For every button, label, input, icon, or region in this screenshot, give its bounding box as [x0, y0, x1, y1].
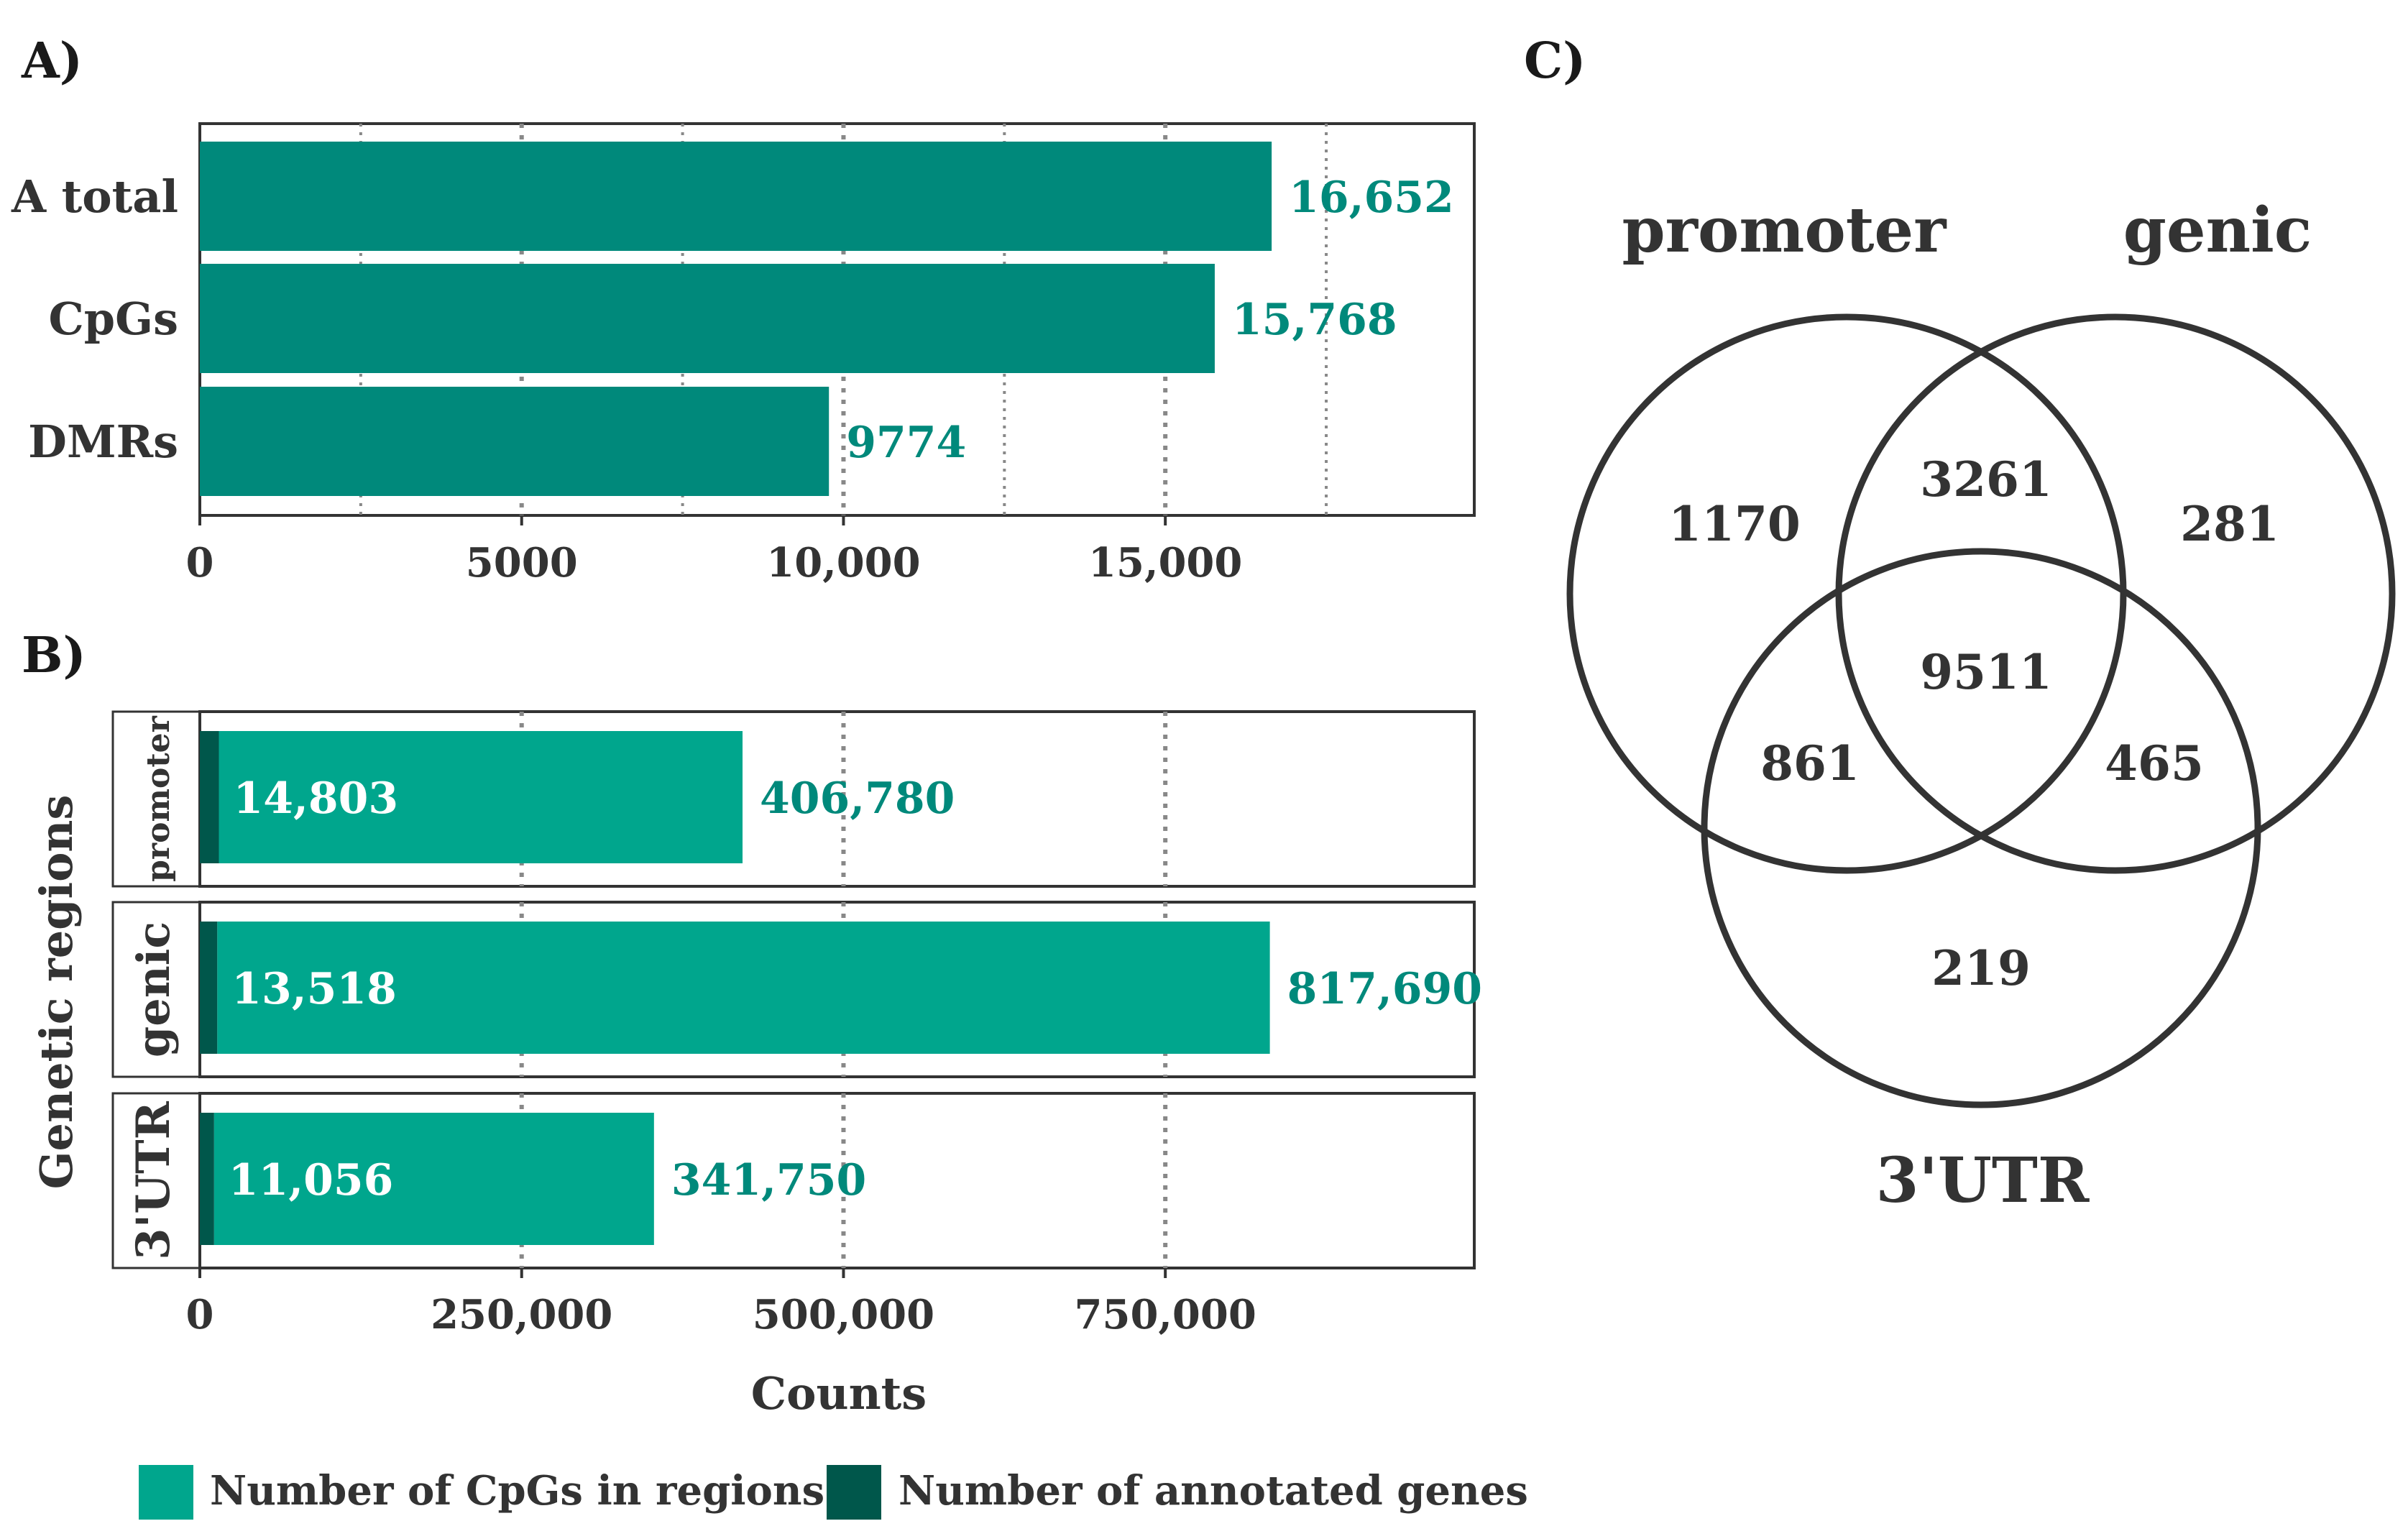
- panel-b-facet-label: 3'UTR: [127, 1101, 180, 1260]
- panel-a-value-label: 16,652: [1289, 173, 1454, 223]
- panel-a-category-label: A total: [11, 170, 178, 223]
- panel-b-letter: B): [22, 627, 86, 684]
- panel-c-venn-diagram: promoter genic 3'UTR 1170 281 219 3261 8…: [1566, 194, 2396, 1217]
- panel-b-facet-strip: [111, 710, 201, 888]
- panel-a-bar-chart: 16,652 15,768 9774 A total CpGs DMRs 0 5000 10…: [11, 122, 1476, 587]
- panel-b-genes-value-label: 14,803: [234, 773, 399, 824]
- venn-count-promoter-genic: 3261: [1920, 451, 2052, 507]
- venn-set-label-genic: genic: [2123, 194, 2312, 267]
- panel-b-facet-utr: 3'UTR 11,056 341,750: [111, 1092, 1476, 1269]
- panel-b-bar-cpgs: [217, 922, 1270, 1054]
- panel-b-facet-strip: [111, 1092, 201, 1269]
- panel-b-cpgs-value-label: 817,690: [1287, 964, 1482, 1014]
- panel-a-x-axis: 0 5000 10,000 15,000: [186, 515, 1242, 587]
- panel-b-genes-value-label: 13,518: [231, 964, 397, 1014]
- panel-b-y-axis-title: Genetic regions: [30, 795, 83, 1190]
- venn-count-all-three: 9511: [1920, 644, 2052, 700]
- venn-count-promoter-3utr: 861: [1760, 735, 1860, 791]
- panel-a-category-label: CpGs: [48, 293, 178, 345]
- panel-a-bar: [200, 387, 830, 496]
- panel-c-letter: C): [1524, 32, 1586, 90]
- panel-b-tick-label: 0: [186, 1291, 214, 1338]
- panel-b-x-axis: 0 250,000 500,000 750,000: [186, 1268, 1256, 1338]
- panel-b-tick-label: 250,000: [431, 1291, 612, 1338]
- panel-a-tick-label: 15,000: [1088, 539, 1242, 587]
- panel-b-tick-label: 750,000: [1075, 1291, 1256, 1338]
- legend: Number of CpGs in regions Number of anno…: [139, 1465, 1528, 1520]
- panel-b-cpgs-value-label: 341,750: [671, 1155, 866, 1205]
- venn-set-label-promoter: promoter: [1622, 194, 1948, 267]
- panel-a-category-label: DMRs: [28, 415, 178, 468]
- panel-b-tick-label: 500,000: [753, 1291, 934, 1338]
- panel-b-x-axis-title: Counts: [751, 1367, 927, 1420]
- venn-circle-3utr: [1701, 548, 2261, 1108]
- panel-a-value-label: 15,768: [1232, 295, 1397, 345]
- legend-label-cpgs: Number of CpGs in regions: [210, 1467, 824, 1515]
- panel-b-facet-genic: genic 13,518 817,690: [111, 901, 1482, 1078]
- panel-b-bar-genes: [200, 731, 219, 863]
- panel-b-cpgs-value-label: 406,780: [760, 773, 955, 824]
- panel-b-facet-promoter: promoter 14,803 406,780: [111, 710, 1476, 888]
- panel-a-bar: [200, 142, 1272, 251]
- venn-count-genic-3utr: 465: [2105, 735, 2204, 791]
- panel-b-bar-cpgs: [219, 731, 743, 863]
- venn-count-genic-only: 281: [2180, 496, 2279, 552]
- panel-b-facet-label: genic: [127, 922, 180, 1057]
- panel-a-tick-label: 10,000: [766, 539, 920, 587]
- panel-a-tick-label: 5000: [466, 539, 578, 587]
- legend-swatch-cpgs: [139, 1465, 193, 1520]
- panel-a-letter: A): [21, 32, 83, 90]
- panel-b-facet-label: promoter: [140, 715, 177, 882]
- panel-a-value-label: 9774: [846, 418, 966, 468]
- panel-b-facets: promoter 14,803 406,780 genic 13,518 817,690 3…: [111, 710, 1482, 1269]
- venn-count-3utr-only: 219: [1931, 940, 2031, 996]
- panel-a-bar: [200, 264, 1215, 373]
- legend-swatch-genes: [827, 1465, 881, 1520]
- panel-b-genes-value-label: 11,056: [229, 1155, 394, 1205]
- venn-count-promoter-only: 1170: [1668, 496, 1801, 552]
- panel-b-stacked-bar-chart: promoter 14,803 406,780 genic 13,518 817,690 3…: [30, 710, 1528, 1520]
- panel-b-bar-genes: [200, 1113, 214, 1245]
- panel-b-bar-cpgs: [213, 1113, 654, 1245]
- venn-set-label-3utr: 3'UTR: [1876, 1144, 2090, 1217]
- panel-a-bars: 16,652 15,768 9774: [200, 142, 1454, 496]
- panel-a-tick-label: 0: [186, 539, 214, 587]
- legend-label-genes: Number of annotated genes: [899, 1467, 1528, 1515]
- panel-a-category-labels: A total CpGs DMRs: [11, 170, 178, 468]
- panel-b-bar-genes: [200, 922, 218, 1054]
